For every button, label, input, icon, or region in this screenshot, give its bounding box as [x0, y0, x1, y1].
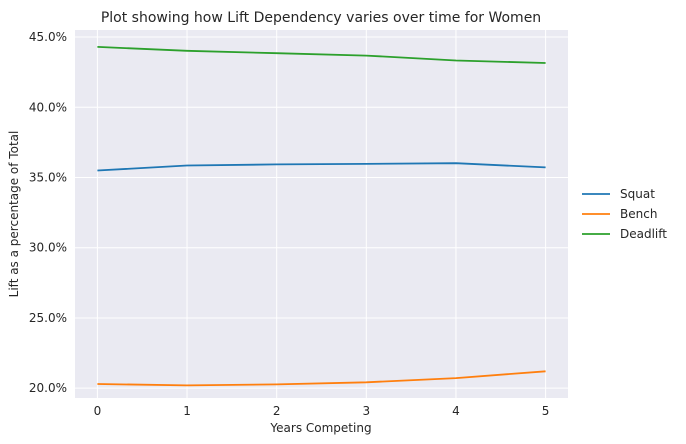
legend-label-squat: Squat — [620, 187, 655, 201]
y-tick-labels: 20.0% 25.0% 30.0% 35.0% 40.0% 45.0% — [29, 30, 67, 395]
legend: Squat Bench Deadlift — [582, 187, 667, 241]
y-tick-label: 35.0% — [29, 170, 67, 184]
chart-title: Plot showing how Lift Dependency varies … — [101, 10, 541, 26]
x-tick-label: 4 — [452, 404, 460, 418]
plot-background — [75, 30, 568, 398]
x-tick-label: 0 — [94, 404, 102, 418]
legend-label-deadlift: Deadlift — [620, 227, 667, 241]
x-axis-label: Years Competing — [269, 421, 371, 435]
y-tick-label: 30.0% — [29, 241, 67, 255]
x-tick-label: 2 — [273, 404, 281, 418]
series-line-bench — [97, 370, 546, 387]
grid-lines — [75, 30, 568, 398]
legend-label-bench: Bench — [620, 207, 657, 221]
y-tick-label: 20.0% — [29, 381, 67, 395]
series-line-squat — [97, 162, 546, 172]
x-tick-labels: 0 1 2 3 4 5 — [94, 404, 550, 418]
series-line-deadlift — [97, 46, 546, 64]
y-tick-label: 40.0% — [29, 100, 67, 114]
x-tick-label: 3 — [362, 404, 370, 418]
x-tick-label: 5 — [542, 404, 550, 418]
y-axis-label: Lift as a percentage of Total — [7, 131, 21, 298]
series-lines — [97, 46, 546, 387]
x-tick-label: 1 — [183, 404, 191, 418]
y-tick-label: 45.0% — [29, 30, 67, 44]
y-tick-label: 25.0% — [29, 311, 67, 325]
